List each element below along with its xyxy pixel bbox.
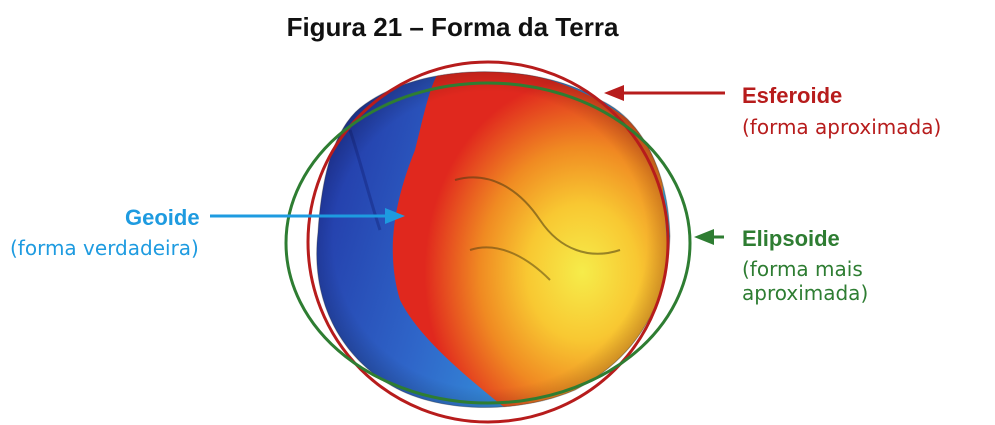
ellipsoid-description: (forma mais aproximada)	[742, 257, 869, 305]
ellipsoid-ellipse	[284, 81, 692, 405]
spheroid-circle	[306, 60, 670, 424]
spheroid-description: (forma aproximada)	[742, 115, 942, 139]
geoid-arrow	[210, 208, 405, 224]
ellipsoid-arrow	[694, 229, 724, 245]
geoid-label: Geoide	[125, 205, 200, 230]
geoid-body	[316, 71, 670, 408]
geoid-description: (forma verdadeira)	[10, 236, 199, 260]
ellipsoid-label: Elipsoide	[742, 226, 840, 251]
spheroid-label: Esferoide	[742, 83, 843, 108]
spheroid-arrow	[604, 85, 725, 101]
figure-title: Figura 21 – Forma da Terra	[286, 12, 619, 42]
